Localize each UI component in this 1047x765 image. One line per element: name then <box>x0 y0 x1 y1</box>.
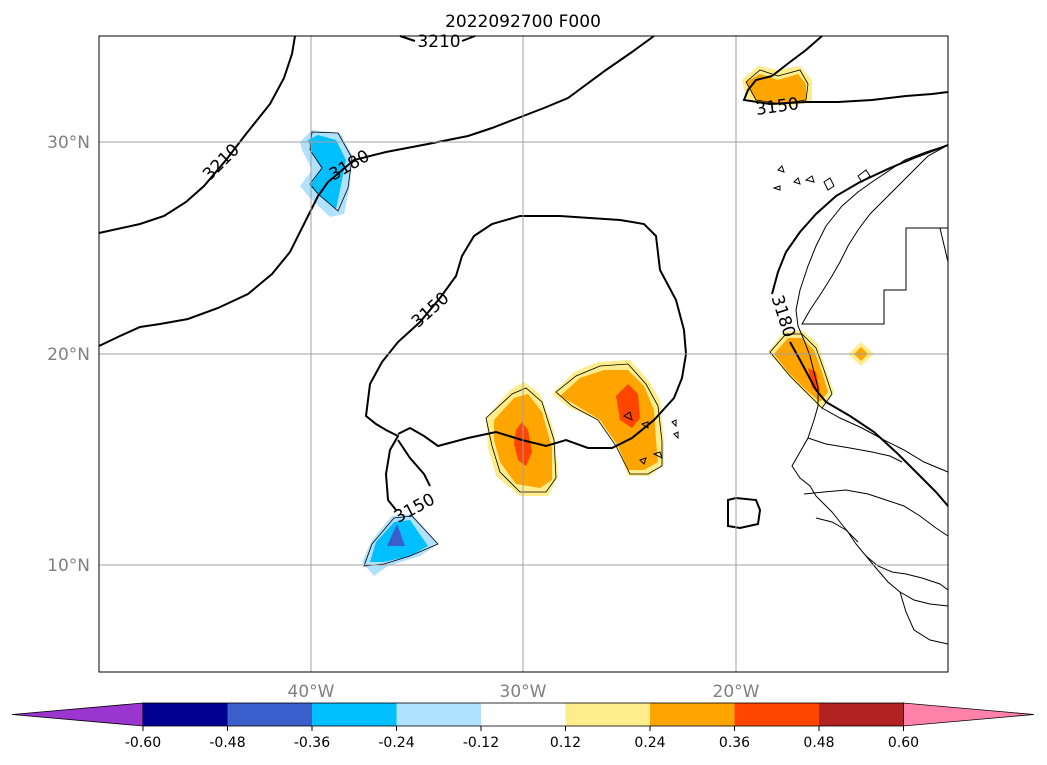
lat-label: 30°N <box>47 133 90 153</box>
contour-3150-northeast-upper <box>771 35 823 77</box>
graticule <box>99 36 948 672</box>
colorbar-tick-label: 0.60 <box>888 735 919 751</box>
negative-anomaly-core <box>308 135 346 209</box>
colorbar-segment <box>650 703 735 726</box>
positive-anomaly-core <box>774 338 828 402</box>
colorbar-segment <box>396 703 482 726</box>
lon-label: 20°W <box>713 682 760 702</box>
colorbar-extend-max <box>903 702 1035 727</box>
colorbar: -0.60 -0.48 -0.36 -0.24 -0.12 0.12 0.24 0.36 0.4… <box>11 702 1035 751</box>
lon-label: 40°W <box>288 682 335 702</box>
positive-anomaly-core <box>746 74 806 104</box>
country-border <box>821 407 949 473</box>
country-border <box>906 227 949 263</box>
contour-3210-west <box>98 35 296 234</box>
colorbar-extend-min <box>11 702 144 727</box>
contour-3180-cape <box>727 496 762 530</box>
negative-anomaly-peak <box>387 524 405 546</box>
contour-3210-north <box>399 35 476 42</box>
country-border <box>815 517 859 543</box>
colorbar-segment <box>819 703 904 726</box>
colorbar-segment <box>143 703 228 726</box>
canary-islands <box>772 165 871 191</box>
colorbar-tick-label: -0.60 <box>125 735 161 751</box>
colorbar-tick-label: 0.48 <box>803 735 834 751</box>
contour-3150-low <box>364 215 688 511</box>
lat-label: 20°N <box>47 345 90 365</box>
latitude-labels: 30°N 20°N 10°N <box>47 133 90 576</box>
contour-label: 3180 <box>767 293 799 340</box>
colorbar-outline <box>142 702 904 727</box>
contour-3150-branch <box>397 439 431 487</box>
colorbar-tick-label: 0.12 <box>550 735 581 751</box>
lon-label: 30°W <box>500 682 547 702</box>
map-title: 2022092700 F000 <box>445 12 601 32</box>
colorbar-tick-label: -0.24 <box>378 735 414 751</box>
colorbar-segment <box>734 703 820 726</box>
lat-label: 10°N <box>47 556 90 576</box>
country-border <box>865 555 949 591</box>
height-contours <box>98 35 949 530</box>
colorbar-segment <box>227 703 313 726</box>
contour-3180-southeast <box>789 341 949 507</box>
inner-coast <box>801 144 949 325</box>
colorbar-tick-label: -0.12 <box>463 735 499 751</box>
contour-3180-east <box>771 144 949 295</box>
contour-3180-north <box>98 35 655 347</box>
map-frame <box>98 35 949 673</box>
contour-label: 3210 <box>417 32 460 52</box>
colorbar-tick-label: 0.36 <box>719 735 750 751</box>
colorbar-tick-label: -0.48 <box>209 735 245 751</box>
contour-3150-northeast <box>742 75 949 106</box>
country-border <box>899 591 949 645</box>
colorbar-segment <box>312 703 397 726</box>
coastlines <box>623 144 949 645</box>
colorbar-segment <box>481 703 566 726</box>
country-border <box>807 437 903 463</box>
map-panel: 3210 3210 3180 3150 3150 3150 3180 <box>98 32 949 673</box>
colorbar-tick-label: 0.24 <box>634 735 665 751</box>
colorbar-tick-label: -0.36 <box>294 735 330 751</box>
positive-anomaly-peak <box>616 384 640 428</box>
country-border <box>803 489 949 537</box>
anomaly-outlines <box>309 69 833 567</box>
longitude-labels: 40°W 30°W 20°W <box>288 682 760 702</box>
colorbar-segment <box>565 703 651 726</box>
contour-label: 3150 <box>408 288 454 332</box>
